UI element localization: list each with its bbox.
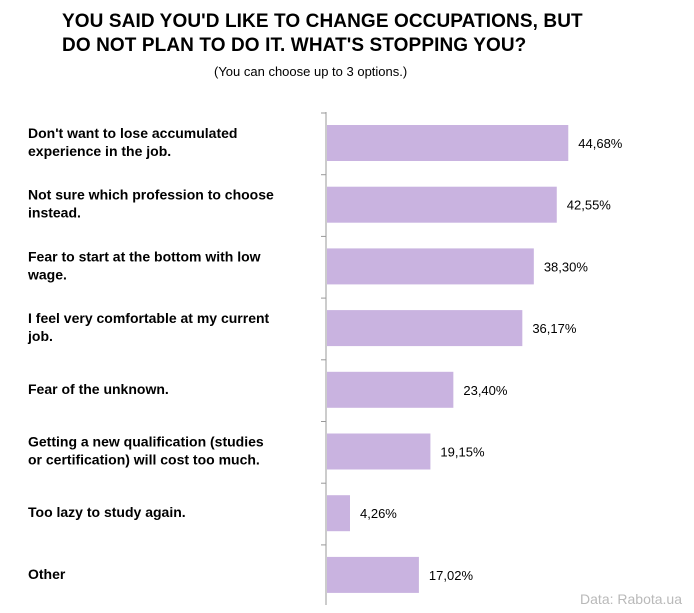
value-label: 17,02% xyxy=(429,568,474,583)
value-label: 19,15% xyxy=(440,445,485,460)
chart-subtitle: (You can choose up to 3 options.) xyxy=(214,64,408,79)
value-label: 23,40% xyxy=(463,383,508,398)
bar xyxy=(327,495,351,532)
category-label: Other xyxy=(28,566,66,582)
bar xyxy=(327,186,557,223)
chart-title: YOU SAID YOU'D LIKE TO CHANGE OCCUPATION… xyxy=(62,11,583,56)
category-label: I feel very comfortable at my current job… xyxy=(27,310,270,344)
value-label: 4,26% xyxy=(360,506,397,521)
bar xyxy=(327,248,534,285)
bar xyxy=(327,556,419,593)
data-source: Data: Rabota.ua xyxy=(580,591,682,607)
value-label: 36,17% xyxy=(532,321,577,336)
category-label: Getting a new qualification (studies or c… xyxy=(28,434,264,468)
bar xyxy=(327,371,454,408)
bar xyxy=(327,310,523,347)
category-label: Fear of the unknown. xyxy=(28,381,169,397)
category-label: Don't want to lose accumulated experience… xyxy=(28,125,237,159)
category-label: Fear to start at the bottom with low wage… xyxy=(27,248,261,282)
category-label: Not sure which profession to choose inste… xyxy=(28,187,274,221)
category-label: Too lazy to study again. xyxy=(28,504,186,520)
bar xyxy=(327,125,569,161)
value-label: 42,55% xyxy=(567,198,612,213)
value-label: 38,30% xyxy=(544,259,589,274)
value-label: 44,68% xyxy=(578,136,623,151)
bar xyxy=(327,433,431,470)
